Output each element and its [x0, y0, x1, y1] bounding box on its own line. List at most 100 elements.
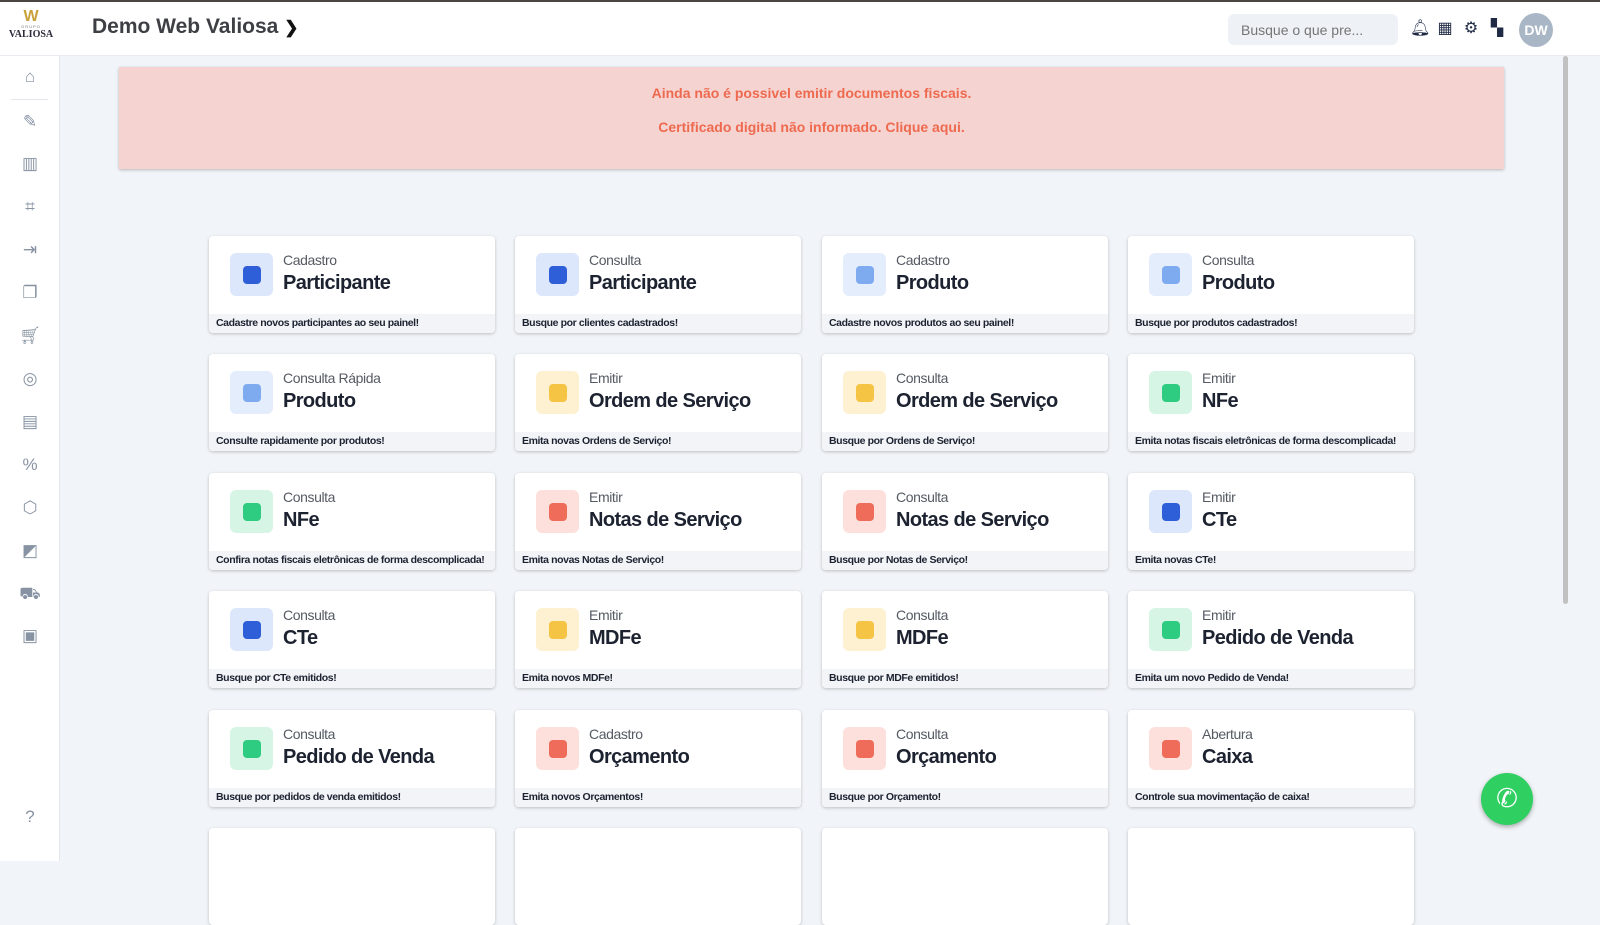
shortcut-card[interactable]: Cadastro Participante Cadastre novos par…: [209, 236, 495, 333]
card-icon: [536, 253, 579, 296]
certificate-alert[interactable]: Ainda não é possivel emitir documentos f…: [119, 67, 1504, 169]
shortcut-card[interactable]: [209, 828, 495, 925]
card-title: NFe: [1202, 390, 1239, 412]
card-icon: [843, 727, 886, 770]
whatsapp-button[interactable]: ✆: [1481, 773, 1533, 825]
card-description: Busque por CTe emitidos!: [209, 669, 495, 688]
shortcut-card[interactable]: Consulta Ordem de Serviço Busque por Ord…: [822, 354, 1108, 451]
card-icon: [843, 371, 886, 414]
scrollbar[interactable]: [1563, 56, 1568, 604]
card-title: Ordem de Serviço: [896, 390, 1058, 412]
shortcut-card[interactable]: Consulta Pedido de Venda Busque por pedi…: [209, 710, 495, 807]
cart-icon[interactable]: 🛒︎: [19, 326, 41, 345]
presentation-chart-icon[interactable]: ▣: [21, 626, 39, 645]
card-description: Cadastre novos produtos ao seu painel!: [822, 314, 1108, 333]
alert-line-2[interactable]: Certificado digital não informado. Cliqu…: [658, 119, 965, 135]
card-title: Produto: [283, 390, 356, 412]
shortcut-card[interactable]: Emitir Pedido de Venda Emita um novo Ped…: [1128, 591, 1414, 688]
shortcut-card[interactable]: Abertura Caixa Controle sua movimentação…: [1128, 710, 1414, 807]
shortcut-card[interactable]: Cadastro Produto Cadastre novos produtos…: [822, 236, 1108, 333]
card-icon: [536, 608, 579, 651]
card-icon: [230, 371, 273, 414]
shortcut-card[interactable]: Consulta Notas de Serviço Busque por Not…: [822, 473, 1108, 570]
home-icon[interactable]: ⌂: [24, 67, 36, 86]
page-title[interactable]: Demo Web Valiosa ❯: [92, 15, 298, 39]
shortcut-card[interactable]: Cadastro Orçamento Emita novos Orçamento…: [515, 710, 801, 807]
card-description: Busque por clientes cadastrados!: [515, 314, 801, 333]
logo[interactable]: W GRUPO VALIOSA: [8, 8, 54, 41]
card-icon: [536, 727, 579, 770]
card-description: Emita novas Ordens de Serviço!: [515, 432, 801, 451]
card-description: Emita novos MDFe!: [515, 669, 801, 688]
shortcut-card[interactable]: Emitir Notas de Serviço Emita novas Nota…: [515, 473, 801, 570]
card-description: Controle sua movimentação de caixa!: [1128, 788, 1414, 807]
shortcut-card[interactable]: [822, 828, 1108, 925]
card-icon: [230, 253, 273, 296]
scan-icon[interactable]: ◎: [22, 369, 38, 388]
card-description: Busque por MDFe emitidos!: [822, 669, 1108, 688]
shortcut-card[interactable]: Consulta Produto Busque por produtos cad…: [1128, 236, 1414, 333]
shortcut-card[interactable]: Emitir MDFe Emita novos MDFe!: [515, 591, 801, 688]
card-icon: [1149, 490, 1192, 533]
card-icon: [843, 490, 886, 533]
truck-icon[interactable]: ⛟: [19, 584, 41, 603]
calculator-icon[interactable]: ▤: [21, 412, 39, 431]
card-title: NFe: [283, 509, 320, 531]
chart-bar-icon[interactable]: ▥: [21, 154, 39, 173]
card-action: Consulta: [283, 726, 336, 742]
shortcut-card[interactable]: [515, 828, 801, 925]
card-icon: [1149, 727, 1192, 770]
percent-icon[interactable]: %: [22, 455, 38, 474]
shortcut-card[interactable]: Emitir CTe Emita novas CTe!: [1128, 473, 1414, 570]
card-action: Emitir: [1202, 489, 1236, 505]
qr-scan-icon[interactable]: ⌗: [25, 197, 35, 216]
shortcut-card[interactable]: Emitir Ordem de Serviço Emita novas Orde…: [515, 354, 801, 451]
bell-icon[interactable]: 🔔︎: [1410, 20, 1431, 37]
help-icon[interactable]: ?: [25, 807, 35, 826]
avatar[interactable]: DW: [1519, 13, 1553, 47]
gear-icon[interactable]: ⚙: [1463, 20, 1479, 37]
edit-icon[interactable]: ✎: [22, 112, 38, 131]
card-action: Consulta Rápida: [283, 370, 381, 386]
card-title: Orçamento: [896, 746, 997, 768]
copy-icon[interactable]: ❐: [22, 283, 38, 302]
shortcut-card[interactable]: Consulta CTe Busque por CTe emitidos!: [209, 591, 495, 688]
card-title: Produto: [896, 272, 969, 294]
shortcut-card[interactable]: Emitir NFe Emita notas fiscais eletrônic…: [1128, 354, 1414, 451]
shortcut-card[interactable]: Consulta Rápida Produto Consulte rapidam…: [209, 354, 495, 451]
card-title: MDFe: [896, 627, 949, 649]
card-title: Pedido de Venda: [283, 746, 435, 768]
login-icon[interactable]: ⇥: [22, 240, 38, 259]
card-description: Busque por produtos cadastrados!: [1128, 314, 1414, 333]
card-action: Consulta: [589, 252, 642, 268]
card-title: Participante: [589, 272, 697, 294]
shortcut-card[interactable]: Consulta Participante Busque por cliente…: [515, 236, 801, 333]
shortcut-card[interactable]: [1128, 828, 1414, 925]
card-description: Consulte rapidamente por produtos!: [209, 432, 495, 451]
logo-small-text: GRUPO: [21, 24, 41, 29]
logo-mark-icon: W: [23, 8, 39, 25]
box-icon[interactable]: ⬡: [22, 498, 38, 517]
shortcut-card[interactable]: Consulta MDFe Busque por MDFe emitidos!: [822, 591, 1108, 688]
card-description: Busque por pedidos de venda emitidos!: [209, 788, 495, 807]
chart-area-icon[interactable]: ◩: [21, 541, 39, 560]
card-action: Consulta: [896, 370, 949, 386]
card-icon: [1149, 608, 1192, 651]
shortcut-card[interactable]: Consulta Orçamento Busque por Orçamento!: [822, 710, 1108, 807]
card-title: Caixa: [1202, 746, 1253, 768]
search-input[interactable]: [1228, 14, 1398, 45]
card-title: CTe: [1202, 509, 1237, 531]
apps-grid-icon[interactable]: ▚: [1490, 20, 1504, 37]
calendar-icon[interactable]: ▦: [1437, 20, 1453, 37]
card-icon: [1149, 371, 1192, 414]
card-icon: [536, 371, 579, 414]
shortcut-card[interactable]: Consulta NFe Confira notas fiscais eletr…: [209, 473, 495, 570]
card-title: Notas de Serviço: [589, 509, 742, 531]
card-title: Notas de Serviço: [896, 509, 1049, 531]
card-icon: [1149, 253, 1192, 296]
sidebar: ? ⌂ ✎ ▥ ⌗ ⇥ ❐ 🛒︎ ◎ ▤% ⬡ ◩ ⛟ ▣: [0, 56, 60, 861]
card-description: Emita novas CTe!: [1128, 551, 1414, 570]
card-action: Consulta: [283, 489, 336, 505]
card-action: Cadastro: [589, 726, 643, 742]
card-action: Cadastro: [896, 252, 950, 268]
